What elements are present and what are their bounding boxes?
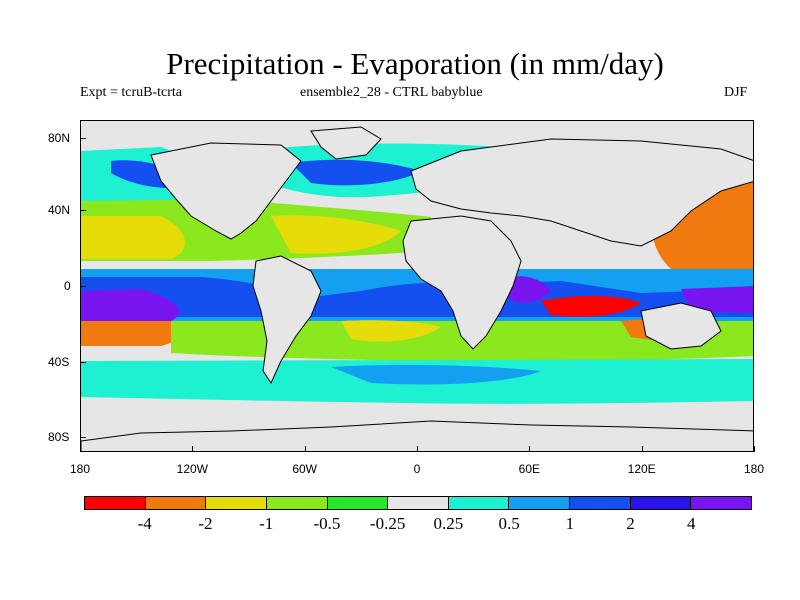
lon-tick-mark [529,446,531,452]
ensemble-label: ensemble2_28 - CTRL babyblue [300,85,483,100]
southern-storm-core [331,364,541,385]
australia [640,302,722,350]
colorbar-label: -4 [137,514,152,533]
north-atlantic-core [291,159,421,186]
experiment-label: Expt = tcruB-tcrta [80,85,182,100]
africa [402,215,522,350]
colorbar-label: 2 [626,514,635,533]
colorbar-segment [327,497,389,509]
lon-tick-label: 60E [518,462,541,476]
precip-evap-map [81,126,753,451]
lon-tick-mark [641,446,643,452]
plot-title: Precipitation - Evaporation (in mm/day) [166,46,664,81]
colorbar-segment [388,497,449,509]
lon-tick-label: 60W [292,462,317,476]
colorbar-segment [691,497,752,509]
lat-tick-mark [80,437,86,439]
colorbar-segment [145,497,207,509]
lat-tick-mark [80,209,86,211]
maritime-continent-max [681,286,753,313]
lat-tick-label: 80N [48,131,71,146]
lon-tick-label: 180 [743,462,765,476]
south-pacific-dry [81,321,182,346]
west-pacific-max [81,289,180,321]
lat-tick-label: 80S [48,430,70,445]
lat-tick-label: 40N [48,202,71,217]
lon-tick-label: 120E [627,462,656,476]
colorbar-label: -0.25 [369,514,406,533]
colorbar-label: 0.25 [433,514,464,533]
colorbar-label: -2 [198,514,213,533]
colorbar-label: -1 [259,514,274,533]
lon-tick-mark [192,446,194,452]
season-label: DJF [724,85,748,100]
eurasia [410,138,753,247]
north-atlantic-dry [271,215,401,254]
colorbar-segment [206,497,267,509]
colorbar-segment [509,497,571,509]
north-pacific-dry [81,216,185,259]
south-america [252,255,322,385]
south-atlantic-dry [341,320,441,342]
north-america [150,142,302,240]
south-indian-dry [541,295,641,317]
lon-tick-mark [417,446,418,452]
colorbar-label: -0.5 [313,514,341,533]
lat-tick-label: 40S [48,355,70,370]
lon-tick-mark [754,446,755,452]
lon-tick-mark [304,446,306,452]
colorbar-segment [85,497,146,509]
lon-tick-label: 180 [69,462,91,476]
colorbar-segment [448,497,510,509]
south-subtropical-dry [171,321,753,362]
colorbar-label: 1 [565,514,575,533]
colorbar [84,496,752,510]
map-panel [80,120,754,452]
lon-tick-label: 0 [413,462,421,476]
colorbar-segment [570,497,631,509]
colorbar-label: 4 [687,514,696,533]
colorbar-segment [630,497,692,509]
lat-tick-label: 0 [64,279,71,293]
lon-tick-label: 120W [176,462,209,476]
lat-tick-mark [80,138,86,140]
lat-tick-mark [80,286,86,287]
greenland [310,126,382,160]
colorbar-segment [266,497,328,509]
lon-tick-mark [80,446,81,452]
lat-tick-mark [80,362,86,364]
colorbar-label: 0.5 [498,514,520,533]
antarctica [81,420,753,451]
